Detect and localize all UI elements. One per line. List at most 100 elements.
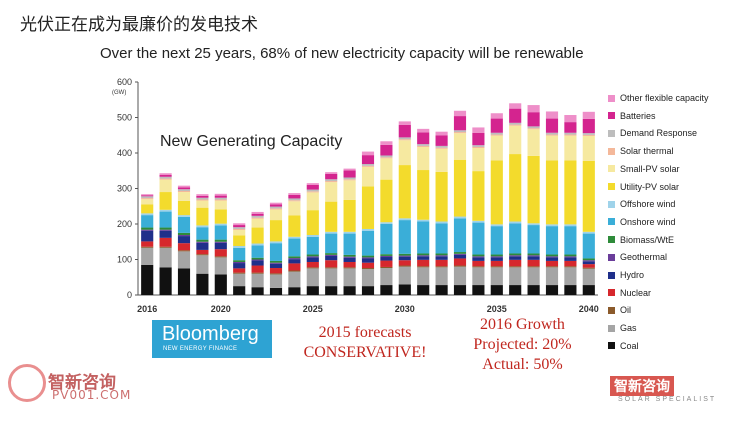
bar-segment-solar-thermal	[288, 200, 301, 202]
bar-segment-offshore-wind	[453, 216, 467, 219]
bar-segment-oil	[325, 267, 338, 269]
bar-segment-other-flexible-capacity	[545, 111, 559, 119]
bar-segment-offshore-wind	[380, 222, 393, 224]
legend-label: Biomass/WtE	[620, 234, 675, 245]
legend-item: Coal	[608, 340, 639, 352]
bar-segment-geothermal	[417, 255, 430, 257]
bar-segment-biomass-wte	[453, 252, 467, 254]
bar-segment-offshore-wind	[325, 231, 338, 234]
bar-segment-solar-thermal	[582, 134, 595, 136]
bar-segment-gas	[509, 267, 522, 286]
bar-segment-geothermal	[214, 241, 227, 243]
bar-segment-offshore-wind	[306, 235, 319, 237]
legend-label: Solar thermal	[620, 146, 674, 157]
bar-segment-onshore-wind	[325, 233, 338, 254]
bar-segment-hydro	[417, 256, 430, 260]
bar-segment-geothermal	[545, 256, 559, 258]
bar-segment-biomass-wte	[545, 254, 559, 257]
bar-segment-offshore-wind	[196, 225, 209, 228]
bar-segment-solar-thermal	[233, 228, 246, 231]
bar-segment-solar-thermal	[545, 134, 559, 136]
bar-segment-offshore-wind	[288, 236, 301, 239]
legend-swatch	[608, 324, 615, 332]
legend-item: Solar thermal	[608, 145, 674, 157]
legend-item: Biomass/WtE	[608, 234, 674, 246]
bar-segment-oil	[472, 266, 485, 268]
bar-segment-onshore-wind	[343, 233, 356, 255]
bar-segment-geothermal	[343, 256, 356, 258]
bar-segment-nuclear	[214, 249, 227, 257]
bar-segment-onshore-wind	[417, 221, 430, 254]
bar-segment-demand-response	[196, 197, 209, 200]
bar-segment-utility-pv-solar	[141, 204, 154, 214]
bar-segment-gas	[251, 273, 264, 288]
bar-segment-onshore-wind	[564, 226, 577, 255]
watermark-right-title: 智新咨询	[610, 376, 674, 396]
bar-segment-gas	[435, 267, 448, 286]
bar-segment-oil	[417, 266, 430, 268]
bar-segment-nuclear	[233, 268, 246, 273]
bar-segment-utility-pv-solar	[527, 155, 540, 224]
bar-segment-nuclear	[288, 263, 301, 271]
bar-segment-solar-thermal	[196, 199, 209, 201]
bar-segment-offshore-wind	[251, 243, 264, 246]
bar-segment-onshore-wind	[380, 224, 393, 255]
bar-segment-onshore-wind	[582, 233, 595, 259]
x-tick-label: 2020	[211, 304, 231, 314]
watermark-left-url: PV001.COM	[52, 388, 132, 402]
bar-segment-nuclear	[269, 268, 283, 274]
bar-segment-oil	[398, 265, 411, 267]
bar-segment-demand-response	[472, 145, 485, 147]
bar-segment-nuclear	[582, 264, 595, 268]
bar-segment-hydro	[196, 242, 209, 250]
slide-title: 光伏正在成为最廉价的发电技术	[20, 15, 258, 35]
bar-segment-solar-thermal	[527, 128, 540, 130]
legend-label: Other flexible capacity	[620, 93, 709, 103]
bar-segment-gas	[453, 266, 467, 286]
bar-segment-hydro	[288, 259, 301, 264]
bar-segment-demand-response	[214, 197, 227, 200]
bar-segment-utility-pv-solar	[177, 200, 191, 216]
bar-segment-nuclear	[509, 259, 522, 267]
bar-segment-batteries	[177, 187, 191, 190]
bar-segment-oil	[159, 246, 172, 248]
bar-segment-hydro	[141, 230, 154, 242]
bar-segment-biomass-wte	[527, 253, 540, 256]
bar-segment-utility-pv-solar	[380, 179, 393, 223]
legend-item: Geothermal	[608, 251, 667, 263]
bar-segment-gas	[527, 267, 540, 286]
bar-segment-coal	[545, 285, 559, 295]
bar-segment-geothermal	[251, 259, 264, 261]
bar-segment-other-flexible-capacity	[361, 151, 375, 156]
bar-segment-oil	[233, 272, 246, 274]
bar-segment-small-pv-solar	[380, 158, 393, 180]
bar-segment-solar-thermal	[453, 132, 467, 134]
bar-segment-utility-pv-solar	[343, 199, 356, 232]
bar-segment-onshore-wind	[196, 227, 209, 240]
bar-segment-hydro	[435, 256, 448, 260]
bar-segment-biomass-wte	[269, 260, 283, 263]
legend-label: Offshore wind	[620, 199, 676, 210]
bar-segment-hydro	[233, 263, 246, 269]
bar-segment-hydro	[453, 254, 467, 259]
bar-segment-oil	[214, 256, 227, 258]
bar-segment-gas	[564, 267, 577, 286]
bar-segment-other-flexible-capacity	[398, 121, 411, 125]
bar-segment-batteries	[472, 132, 485, 146]
bar-segment-nuclear	[398, 260, 411, 266]
bar-segment-geothermal	[306, 256, 319, 258]
bar-segment-biomass-wte	[214, 239, 227, 242]
bar-segment-hydro	[582, 261, 595, 265]
bar-segment-other-flexible-capacity	[251, 211, 264, 214]
bar-segment-onshore-wind	[159, 211, 172, 228]
bar-segment-geothermal	[582, 260, 595, 262]
bar-segment-demand-response	[417, 144, 430, 146]
bar-segment-utility-pv-solar	[453, 159, 467, 217]
bar-segment-offshore-wind	[361, 228, 375, 231]
bar-segment-geothermal	[509, 255, 522, 257]
bar-segment-small-pv-solar	[361, 166, 375, 187]
bar-segment-onshore-wind	[177, 216, 191, 233]
legend-item: Oil	[608, 304, 631, 316]
bar-segment-utility-pv-solar	[325, 201, 338, 232]
bar-segment-hydro	[490, 257, 503, 261]
